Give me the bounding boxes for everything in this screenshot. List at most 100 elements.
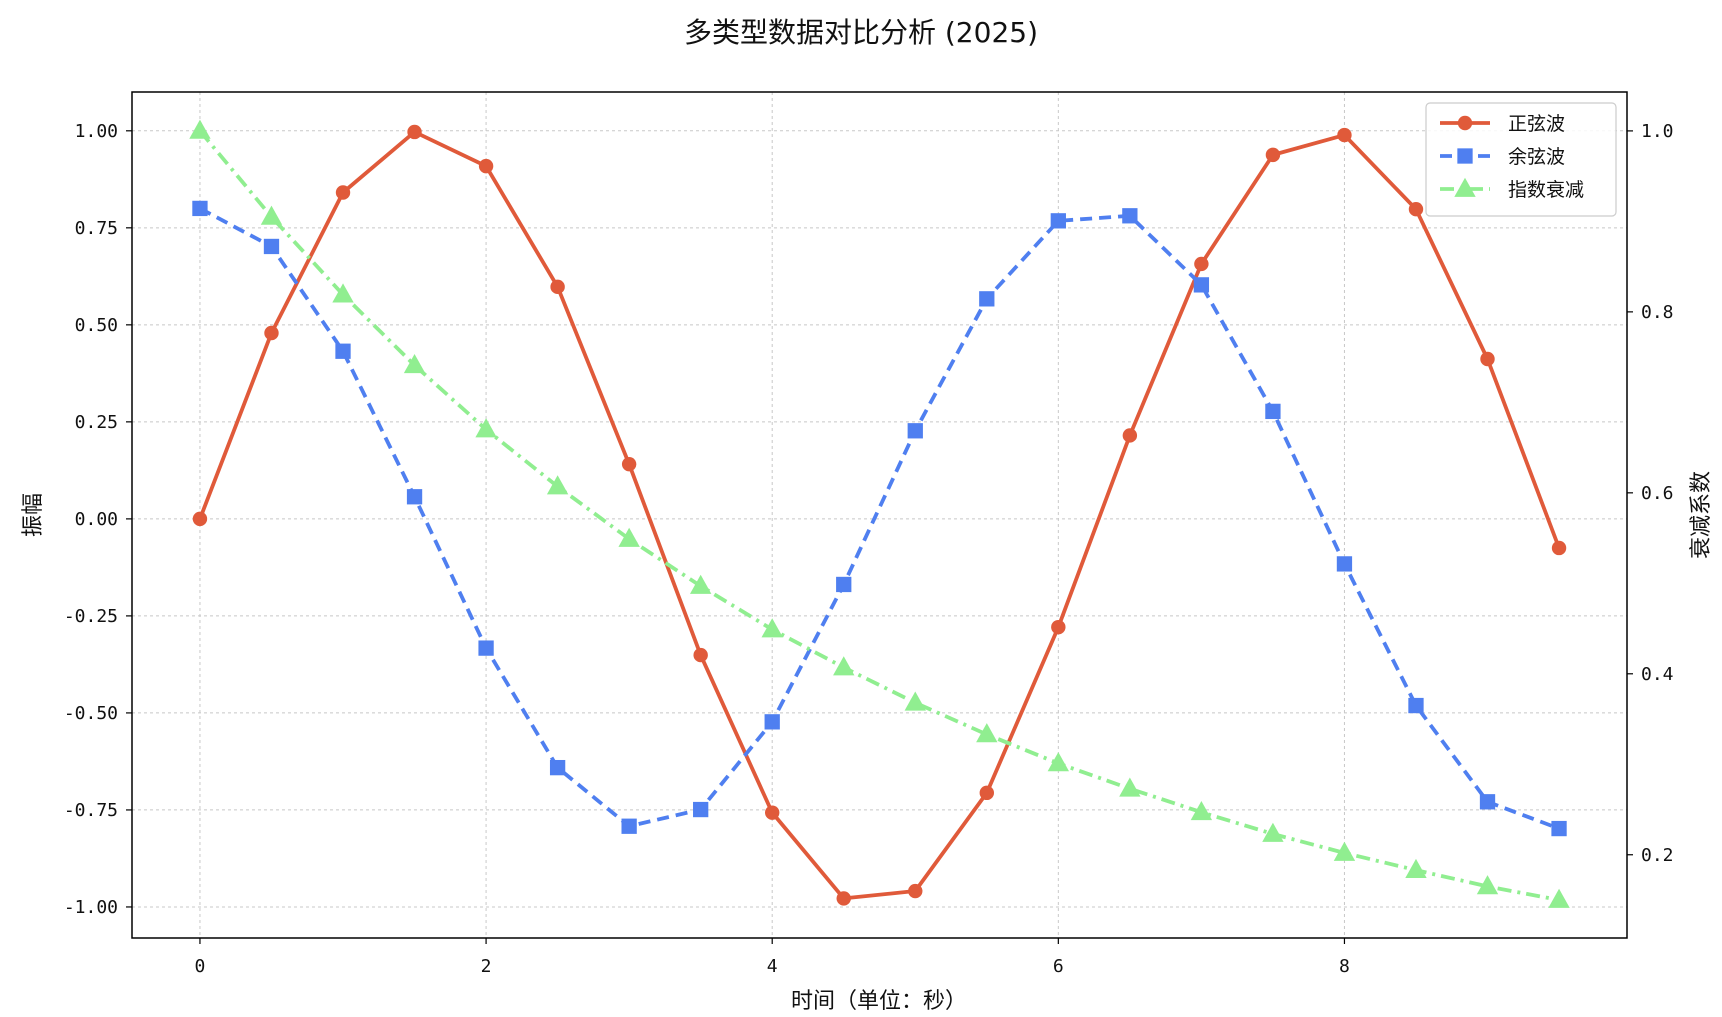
data-point bbox=[1119, 777, 1141, 797]
y2-tick-label: 1.0 bbox=[1641, 121, 1674, 142]
data-point bbox=[192, 511, 208, 527]
data-point bbox=[403, 354, 426, 374]
data-point bbox=[478, 158, 494, 174]
data-point bbox=[764, 714, 780, 730]
x-tick-label: 4 bbox=[767, 956, 778, 977]
grid-layer bbox=[132, 92, 1627, 938]
data-point bbox=[550, 279, 565, 295]
data-point bbox=[1190, 800, 1213, 821]
y-axis-label: 振幅 bbox=[21, 493, 46, 537]
data-point bbox=[904, 691, 926, 711]
data-point bbox=[1479, 794, 1496, 810]
data-point bbox=[475, 418, 497, 438]
data-point bbox=[979, 291, 995, 307]
data-point bbox=[693, 647, 708, 663]
series-3 bbox=[189, 119, 1570, 908]
x-axis-label: 时间（单位：秒） bbox=[791, 989, 967, 1014]
data-point bbox=[1333, 841, 1356, 861]
data-point bbox=[1551, 820, 1567, 837]
data-point bbox=[979, 785, 994, 801]
data-point bbox=[332, 283, 354, 303]
series-layer bbox=[189, 119, 1570, 908]
data-point bbox=[693, 801, 709, 818]
y-tick-label: -1.00 bbox=[64, 897, 118, 918]
data-point bbox=[549, 759, 566, 776]
y2-tick-label: 0.2 bbox=[1641, 845, 1674, 866]
data-point bbox=[765, 805, 780, 820]
data-point bbox=[1405, 858, 1427, 879]
data-point bbox=[976, 723, 998, 743]
data-point bbox=[1194, 256, 1209, 272]
y-tick-label: -0.75 bbox=[64, 800, 118, 821]
data-point bbox=[1122, 428, 1138, 443]
data-point bbox=[264, 325, 279, 341]
data-point bbox=[1551, 540, 1567, 556]
data-point bbox=[908, 883, 923, 899]
data-point bbox=[836, 891, 851, 906]
legend-marker bbox=[1454, 177, 1476, 197]
data-point bbox=[263, 238, 280, 255]
legend-label: 余弦波 bbox=[1508, 146, 1565, 168]
chart-title: 多类型数据对比分析 (2025) bbox=[684, 16, 1038, 49]
y-tick-label: 0.00 bbox=[75, 509, 118, 530]
data-point bbox=[335, 185, 351, 200]
axis-layer: 0 2 4 6 8 1.00 0.75 0.50 0.25 0.00 -0.25 -0.50 -0.75… bbox=[64, 121, 1674, 977]
data-point bbox=[1265, 147, 1281, 163]
y-tick-label: 0.75 bbox=[75, 218, 118, 239]
data-point bbox=[1265, 403, 1281, 420]
data-point bbox=[1193, 277, 1210, 293]
data-point bbox=[833, 656, 855, 676]
data-point bbox=[621, 818, 637, 834]
data-point bbox=[1336, 556, 1353, 572]
data-point bbox=[192, 200, 208, 217]
y2-tick-label: 0.6 bbox=[1641, 483, 1674, 504]
data-point bbox=[1122, 208, 1138, 224]
legend-item: 余弦波 bbox=[1440, 146, 1565, 168]
legend-label: 正弦波 bbox=[1508, 113, 1565, 135]
x-tick-label: 2 bbox=[481, 956, 492, 977]
y2-tick-label: 0.8 bbox=[1641, 302, 1674, 323]
legend-item: 正弦波 bbox=[1440, 113, 1565, 135]
y-tick-label: 1.00 bbox=[75, 121, 118, 142]
plot-frame bbox=[131, 91, 1628, 939]
data-point bbox=[1050, 213, 1066, 229]
data-point bbox=[1408, 697, 1424, 714]
data-point bbox=[546, 475, 569, 495]
legend-item: 指数衰减 bbox=[1440, 177, 1584, 201]
data-point bbox=[189, 119, 211, 139]
data-point bbox=[621, 456, 637, 472]
y-tick-label: 0.25 bbox=[75, 412, 118, 433]
data-point bbox=[761, 618, 783, 638]
y-tick-label: 0.50 bbox=[75, 315, 118, 336]
data-point bbox=[907, 423, 923, 439]
data-point bbox=[478, 640, 494, 656]
legend-marker bbox=[1457, 148, 1473, 164]
data-point bbox=[618, 527, 640, 547]
data-point bbox=[406, 489, 423, 505]
data-point bbox=[836, 576, 852, 593]
y-tick-label: -0.25 bbox=[64, 606, 118, 627]
data-point bbox=[1548, 888, 1570, 908]
x-tick-label: 0 bbox=[195, 956, 206, 977]
data-point bbox=[1262, 822, 1284, 842]
data-point bbox=[1476, 875, 1499, 895]
series-line bbox=[198, 130, 1561, 901]
data-point bbox=[689, 574, 712, 594]
y2-tick-label: 0.4 bbox=[1641, 664, 1674, 685]
y2-axis-label: 衰减系数 bbox=[1689, 471, 1714, 559]
data-point bbox=[1337, 127, 1352, 143]
series-1 bbox=[192, 124, 1567, 906]
data-point bbox=[1408, 201, 1424, 217]
y-tick-label: -0.50 bbox=[64, 703, 118, 724]
data-point bbox=[407, 124, 422, 140]
data-point bbox=[260, 205, 283, 225]
series-line bbox=[198, 129, 1560, 902]
x-tick-label: 8 bbox=[1339, 956, 1350, 977]
data-point bbox=[1480, 351, 1495, 367]
legend-marker bbox=[1457, 115, 1473, 131]
data-point bbox=[1047, 752, 1070, 772]
